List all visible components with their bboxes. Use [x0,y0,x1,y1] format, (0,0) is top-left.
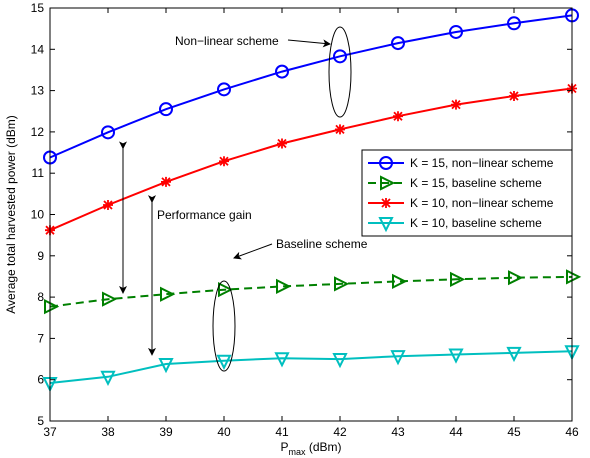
data-point [335,124,345,135]
x-tick-label: 38 [101,425,115,439]
x-tick-label: 42 [333,425,347,439]
data-point [450,271,466,287]
data-point [391,36,405,51]
data-point [277,138,287,149]
data-point [448,348,464,364]
annotation-nonlinear: Non−linear scheme [175,34,279,48]
x-axis-label: Pmax (dBm) [280,440,341,457]
legend-entry: K = 15, baseline scheme [368,175,542,191]
data-point [158,358,174,374]
legend-marker [380,175,396,191]
axes-layer: 37 38 39 40 41 42 43 44 45 46 5 6 7 8 9 10 11 12 13 14 15 Pma… [4,1,579,457]
x-tick-label: 46 [565,425,579,439]
annotation-baseline: Baseline scheme [276,237,368,251]
series-line [49,350,573,384]
y-tick-label: 13 [31,84,45,98]
x-tick-label: 43 [391,425,405,439]
legend: K = 15, non−linear scheme K = 15, baselin… [361,149,573,237]
y-tick-label: 9 [37,249,44,263]
data-point [217,82,231,97]
legend-marker [378,217,394,233]
data-point [160,286,176,302]
data-point [506,346,522,363]
data-point [216,354,232,370]
data-point [102,291,118,307]
data-point [276,278,292,294]
data-point [449,24,463,39]
y-tick-label: 15 [31,1,45,15]
series-2 [44,269,582,315]
data-point [219,156,229,167]
series-line [49,275,573,308]
series-4 [42,345,580,393]
data-point [393,111,403,122]
data-point [161,176,171,187]
data-point [390,350,406,366]
data-point [566,269,582,285]
x-tick-label: 37 [43,425,57,439]
legend-entry: K = 10, baseline scheme [368,216,542,233]
data-point [451,99,461,110]
y-tick-label: 7 [37,331,44,345]
data-point [392,273,408,290]
nonlinear-ellipse [328,26,352,118]
annotation-arrow [233,243,273,260]
x-tick-label: 41 [275,425,289,439]
y-tick-label: 8 [37,290,44,304]
y-tick-label: 10 [31,208,45,222]
data-point [334,276,350,292]
y-axis-label: Average total harvested power (dBm) [4,115,18,314]
x-tick-label: 39 [159,425,173,439]
data-point [159,102,173,117]
legend-label: K = 10, non−linear scheme [410,196,554,210]
legend-label: K = 15, baseline scheme [410,176,542,190]
series-line [49,14,573,159]
y-tick-label: 12 [31,125,45,139]
annotation-performance-gain: Performance gain [157,208,252,222]
data-point [508,270,524,286]
legend-entry: K = 10, non−linear scheme [368,196,554,210]
legend-entry: K = 15, non−linear scheme [368,156,554,170]
x-tick-label: 40 [217,425,231,439]
data-point [509,90,519,101]
y-tick-label: 5 [37,414,44,428]
y-tick-label: 14 [31,42,45,56]
data-point [507,16,521,31]
legend-marker [381,198,391,208]
x-tick-label: 44 [449,425,463,439]
data-point [101,125,115,140]
data-point [218,282,234,298]
data-point [44,298,60,315]
data-point [333,49,347,64]
baseline-ellipse [212,280,236,372]
data-point [332,353,348,369]
legend-box [361,149,573,237]
annotations-layer: Non−linear scheme Baseline scheme Performa… [119,26,368,372]
data-point [275,64,289,79]
y-tick-label: 6 [37,373,44,387]
annotation-arrow [287,39,331,48]
legend-marker [379,156,393,170]
x-tick-label: 45 [507,425,521,439]
data-point [100,370,116,387]
data-point [103,200,113,211]
legend-label: K = 15, non−linear scheme [410,156,554,170]
y-tick-label: 11 [32,166,45,180]
series-line [49,87,573,232]
legend-label: K = 10, baseline scheme [410,216,542,230]
data-point [274,352,290,368]
